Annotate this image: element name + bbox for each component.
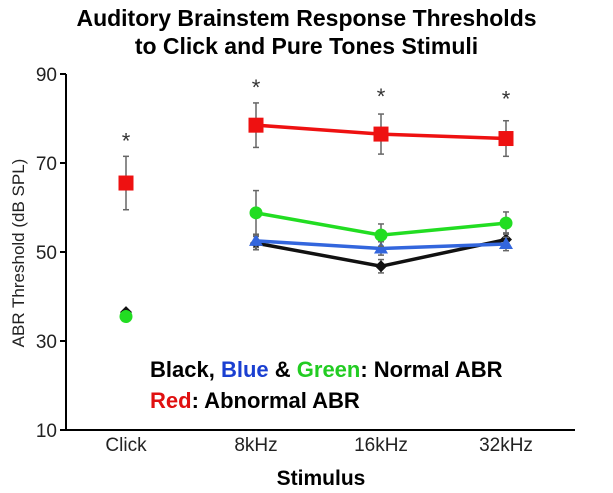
legend-text-1: , — [208, 357, 221, 382]
y-tick-label-90: 90 — [36, 65, 57, 86]
x-tick-label-16kHz: 16kHz — [354, 435, 408, 456]
point-circle-32kHz — [499, 216, 513, 230]
series-square — [118, 102, 514, 211]
point-circle-16kHz — [374, 228, 388, 242]
legend-normal-abr: Black, Blue & Green: Normal ABR — [150, 357, 503, 383]
y-tick-label-70: 70 — [36, 154, 57, 175]
point-circle-8kHz — [249, 206, 263, 220]
x-tick-label-32kHz: 32kHz — [479, 435, 533, 456]
point-diamond-16kHz — [375, 260, 387, 273]
x-tick-label-8kHz: 8kHz — [234, 435, 277, 456]
significance-asterisk-16kHz: * — [377, 84, 386, 109]
data-series — [118, 102, 514, 324]
point-triangle-16kHz — [374, 241, 388, 254]
significance-asterisk-8kHz: * — [252, 75, 261, 100]
legend-text-0: Black — [150, 357, 209, 382]
chart-title: Auditory Brainstem Response Thresholds t… — [0, 4, 613, 60]
chart-title-line-2: to Click and Pure Tones Stimuli — [134, 33, 479, 59]
legend-text-4: Green — [296, 357, 361, 382]
legend-abnormal-abr: Red: Abnormal ABR — [150, 388, 360, 414]
y-tick-label-10: 10 — [36, 421, 57, 442]
significance-asterisk-32kHz: * — [502, 86, 511, 111]
point-triangle-8kHz — [249, 233, 263, 246]
chart-title-line-1: Auditory Brainstem Response Thresholds — [76, 5, 537, 31]
point-square-32kHz — [498, 131, 514, 147]
legend-text-3: & — [268, 357, 297, 382]
point-triangle-32kHz — [499, 236, 513, 249]
significance-asterisk-Click: * — [122, 129, 131, 154]
y-axis-label: ABR Threshold (dB SPL) — [9, 159, 28, 348]
series-triangle — [249, 233, 513, 256]
tick-labels: 10 30 50 70 90 Click 8kHz 16kHz 32kHz — [36, 65, 533, 456]
series-circle — [119, 189, 513, 324]
axes — [60, 73, 575, 431]
y-tick-label-30: 30 — [36, 332, 57, 353]
x-tick-label-Click: Click — [105, 435, 147, 456]
legend-text-0: Red — [150, 388, 192, 413]
x-axis-label: Stimulus — [277, 467, 366, 490]
significance-markers: * * * * — [122, 75, 511, 153]
point-square-Click — [118, 175, 134, 191]
legend-text-5: : Normal ABR — [360, 357, 503, 382]
legend-text-2: Blue — [220, 357, 269, 382]
legend-text-1: : Abnormal ABR — [191, 388, 360, 413]
point-circle-Click — [119, 310, 133, 324]
y-tick-label-50: 50 — [36, 243, 57, 264]
point-square-8kHz — [248, 117, 264, 133]
point-square-16kHz — [373, 126, 389, 142]
